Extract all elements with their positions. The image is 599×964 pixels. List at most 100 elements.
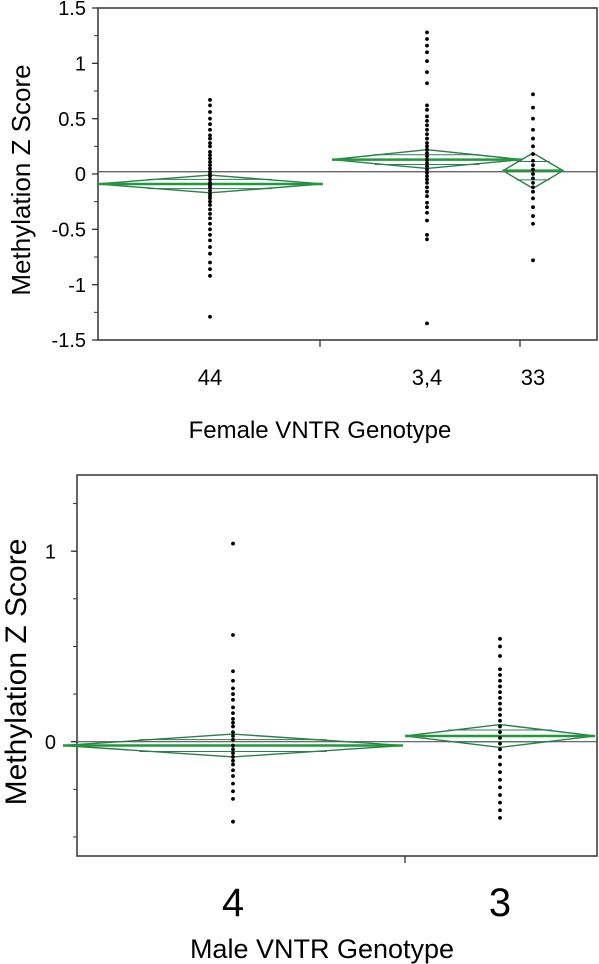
data-point	[208, 136, 212, 141]
data-point	[208, 211, 212, 216]
data-point	[531, 105, 535, 110]
data-point	[425, 189, 429, 194]
data-point	[231, 705, 235, 710]
y-tick-label: -0.5	[52, 220, 86, 242]
data-point	[231, 762, 235, 767]
data-point	[425, 232, 429, 237]
data-point	[425, 200, 429, 205]
data-point	[231, 686, 235, 691]
data-point	[425, 167, 429, 172]
data-point	[231, 751, 235, 756]
data-point	[425, 132, 429, 137]
data-point	[231, 724, 235, 729]
data-point	[498, 690, 502, 695]
data-point	[425, 136, 429, 141]
group-2	[501, 92, 565, 263]
data-point	[208, 166, 212, 171]
data-point	[498, 793, 502, 797]
data-point	[425, 118, 429, 123]
y-tick-label: 0	[45, 732, 56, 754]
data-point	[208, 260, 212, 265]
x-axis-title: Male VNTR Genotype	[190, 934, 454, 964]
data-point	[231, 768, 235, 773]
data-point	[208, 159, 212, 164]
data-point	[498, 644, 502, 649]
data-point	[208, 127, 212, 132]
data-point	[498, 684, 502, 689]
data-point	[208, 199, 212, 204]
data-point	[531, 158, 535, 163]
data-point	[231, 789, 235, 794]
data-point	[208, 203, 212, 207]
data-point	[208, 163, 212, 168]
data-point	[208, 196, 212, 201]
data-point	[531, 136, 535, 141]
y-tick-label: 1	[75, 54, 86, 76]
data-point	[231, 747, 235, 752]
data-point	[425, 114, 429, 119]
data-point	[208, 149, 212, 154]
data-point	[425, 194, 429, 199]
data-point	[231, 720, 235, 725]
data-point	[231, 697, 235, 702]
data-point	[231, 796, 235, 801]
data-point	[208, 185, 212, 190]
y-tick-label: -1	[68, 275, 86, 297]
group-1	[331, 30, 523, 326]
data-point	[425, 185, 429, 190]
data-point	[231, 716, 235, 721]
data-point	[208, 238, 212, 243]
data-point	[425, 180, 429, 185]
data-point	[498, 673, 502, 677]
data-point	[425, 30, 429, 35]
y-tick-label: -1.5	[52, 330, 86, 352]
data-point	[208, 103, 212, 108]
data-point	[425, 37, 429, 41]
data-point	[425, 59, 429, 64]
x-tick-label: 33	[521, 365, 545, 390]
y-tick-label: 1	[45, 541, 56, 563]
data-point	[498, 654, 502, 658]
plot-frame	[97, 7, 598, 341]
data-point	[208, 207, 212, 212]
data-point	[531, 185, 535, 190]
data-point	[531, 172, 535, 176]
data-point	[531, 116, 535, 121]
data-point	[208, 174, 212, 179]
data-point	[231, 669, 235, 674]
data-point	[498, 755, 502, 759]
data-point	[231, 541, 235, 546]
data-point	[531, 163, 535, 168]
data-point	[425, 157, 429, 162]
data-point	[498, 777, 502, 782]
x-tick-label: 44	[198, 365, 222, 390]
data-point	[208, 227, 212, 232]
data-point	[498, 808, 502, 813]
data-point	[531, 167, 535, 172]
data-point	[208, 141, 212, 145]
x-tick-label: 4	[222, 881, 244, 925]
data-point	[498, 762, 502, 767]
data-point	[498, 816, 502, 820]
data-point	[231, 774, 235, 778]
data-point	[498, 636, 502, 641]
data-point	[208, 232, 212, 237]
data-point	[531, 214, 535, 218]
data-point	[208, 188, 212, 193]
x-tick-label: 3,4	[412, 365, 443, 390]
data-point	[531, 221, 535, 226]
data-point	[498, 695, 502, 700]
data-point	[425, 70, 429, 75]
group-0	[62, 541, 404, 824]
data-point	[498, 713, 502, 717]
data-point	[425, 218, 429, 223]
data-point	[498, 724, 502, 729]
x-tick-label: 3	[489, 881, 511, 925]
data-point	[425, 154, 429, 159]
data-point	[231, 755, 235, 759]
y-tick-label: 1.5	[58, 0, 86, 20]
data-point	[531, 144, 535, 149]
data-point	[208, 221, 212, 226]
data-point	[425, 321, 429, 326]
data-point	[498, 741, 502, 746]
